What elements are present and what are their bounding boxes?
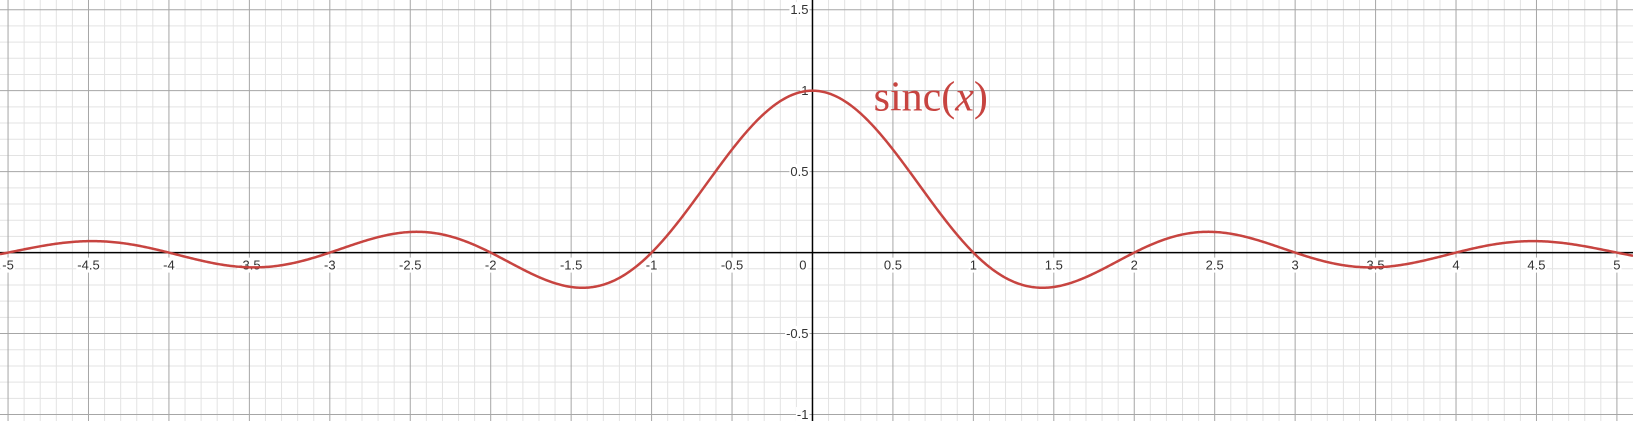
x-tick-label: 1 <box>970 258 977 273</box>
x-tick-label-bg <box>1526 257 1547 273</box>
x-tick-label-bg <box>1365 257 1386 273</box>
x-tick-label-bg <box>719 257 745 273</box>
x-tick-label-bg <box>798 257 808 273</box>
x-tick-label: -0.5 <box>721 258 743 273</box>
x-tick-label-bg <box>237 257 262 273</box>
x-tick-label: -2 <box>485 258 497 273</box>
x-tick-label: 3.5 <box>1367 258 1385 273</box>
x-tick-label: 4 <box>1452 258 1459 273</box>
curve-label-close: ) <box>974 75 988 121</box>
curve-label: sinc(x) <box>874 75 988 121</box>
x-tick-label-bg <box>1129 257 1139 273</box>
x-tick-label: 2 <box>1131 258 1138 273</box>
x-tick-label: 2.5 <box>1206 258 1224 273</box>
y-tick-label-bg <box>795 407 810 421</box>
curve-label-func: sinc( <box>874 75 956 121</box>
sinc-curve <box>0 89 1633 290</box>
x-tick-label-bg <box>644 257 659 273</box>
y-tick-label: 1.5 <box>790 2 808 17</box>
x-tick-label-bg <box>968 257 978 273</box>
x-tick-label-bg <box>1 257 15 273</box>
y-tick-label: 0.5 <box>790 164 808 179</box>
x-tick-label: -3.5 <box>238 258 260 273</box>
y-tick-label-bg <box>789 164 810 180</box>
y-tick-label-bg <box>789 2 810 18</box>
x-tick-label: -3 <box>324 258 336 273</box>
x-tick-label-bg <box>558 257 584 273</box>
x-tick-label-bg <box>483 257 498 273</box>
x-tick-labels: -5 -4.5 -4 -3.5 -3 -2.5 -2 -1.5 -1 -0.5 0 0.5 1 1.5 2 2… <box>1 257 1622 273</box>
x-tick-label-bg <box>162 257 176 273</box>
x-tick-label-bg <box>323 257 337 273</box>
x-tick-label-bg <box>1451 257 1461 273</box>
y-tick-label: -1 <box>797 407 809 421</box>
x-tick-label: 5 <box>1613 258 1620 273</box>
x-tick-label: -1.5 <box>560 258 582 273</box>
x-tick-label-bg <box>882 257 903 273</box>
x-tick-label: -5 <box>2 258 14 273</box>
x-tick-label: 4.5 <box>1527 258 1545 273</box>
x-tick-label-bg <box>398 257 423 273</box>
x-tick-label: 0 <box>799 258 806 273</box>
x-tick-label: 1.5 <box>1045 258 1063 273</box>
x-tick-label: -2.5 <box>399 258 421 273</box>
x-tick-label-bg <box>1043 257 1064 273</box>
x-tick-label-bg <box>76 257 101 273</box>
x-tick-label: 0.5 <box>884 258 902 273</box>
x-tick-label-bg <box>1204 257 1225 273</box>
curves <box>0 89 1633 290</box>
y-tick-label: -0.5 <box>786 326 808 341</box>
x-tick-label-bg <box>1612 257 1622 273</box>
x-tick-label: -4 <box>163 258 175 273</box>
y-tick-label-bg <box>785 326 810 342</box>
curve-label-var: x <box>954 75 974 121</box>
x-tick-label-bg <box>1290 257 1300 273</box>
x-tick-label: -4.5 <box>77 258 99 273</box>
x-tick-label: 3 <box>1292 258 1299 273</box>
x-tick-label: -1 <box>646 258 658 273</box>
